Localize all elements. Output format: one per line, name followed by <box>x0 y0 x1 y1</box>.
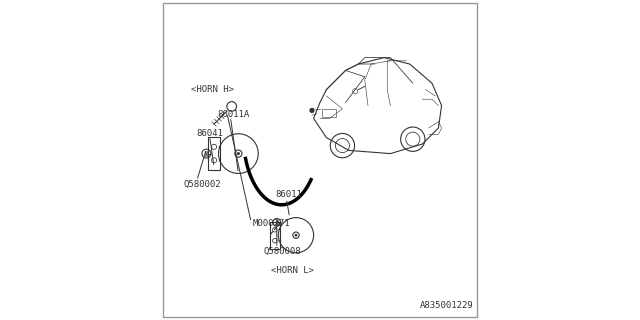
Text: 86011A: 86011A <box>218 110 250 119</box>
Text: Q580002: Q580002 <box>184 180 221 188</box>
Text: Q580008: Q580008 <box>264 247 301 256</box>
Text: A835001229: A835001229 <box>420 301 474 310</box>
Text: <HORN H>: <HORN H> <box>191 85 234 94</box>
Circle shape <box>237 152 239 155</box>
Text: <HORN L>: <HORN L> <box>271 266 314 275</box>
Circle shape <box>310 108 314 112</box>
Text: 86011: 86011 <box>276 190 303 199</box>
Text: M000271: M000271 <box>253 220 291 228</box>
Circle shape <box>295 234 297 236</box>
Text: 86041: 86041 <box>197 129 223 138</box>
